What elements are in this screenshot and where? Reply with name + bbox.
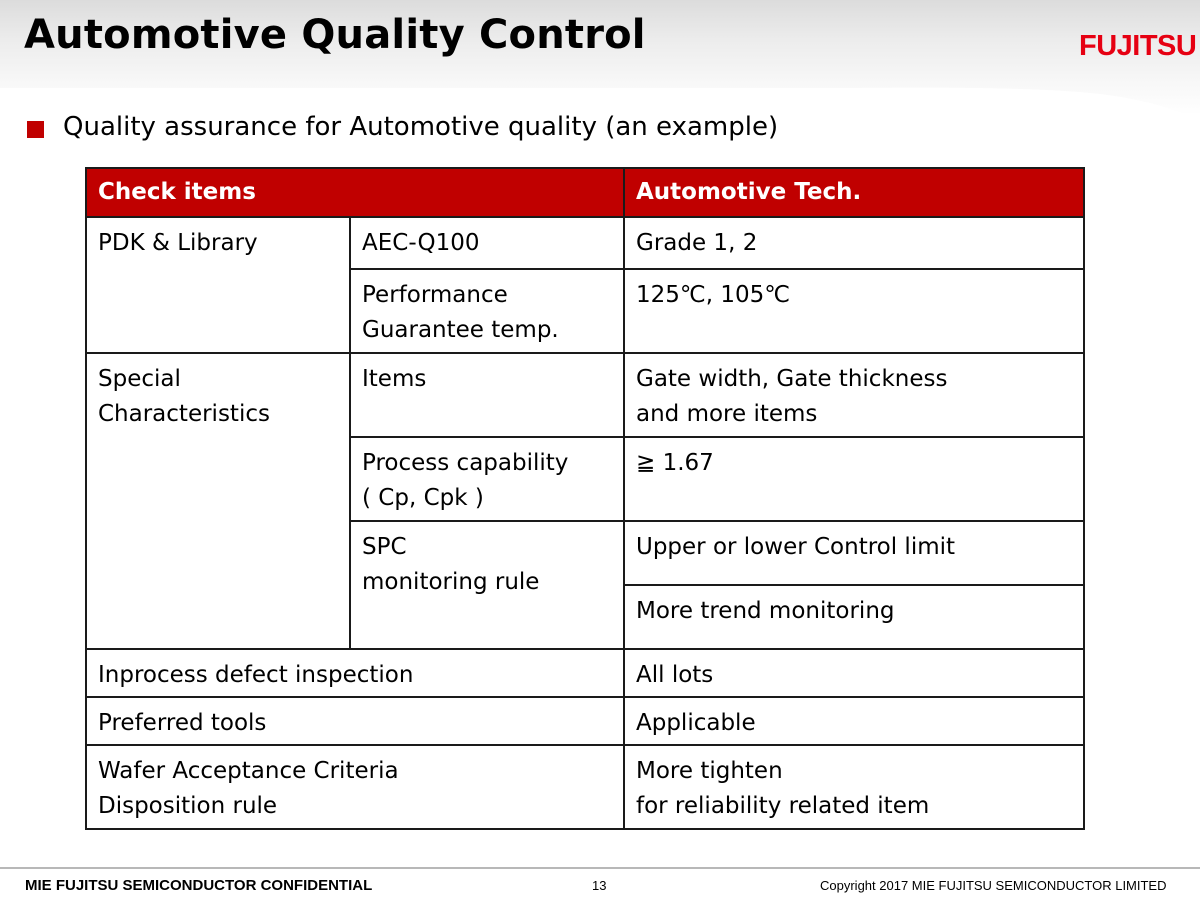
wafer-value-line2: for reliability related item bbox=[636, 793, 930, 819]
table-row: PDK & Library AEC-Q100 Grade 1, 2 bbox=[85, 216, 1085, 354]
header-automotive-tech: Automotive Tech. bbox=[623, 167, 1085, 218]
spc-item-line1: SPC bbox=[362, 534, 407, 560]
footer-copyright: Copyright 2017 MIE FUJITSU SEMICONDUCTOR… bbox=[820, 878, 1167, 893]
table-row: Special Characteristics Items Gate width… bbox=[85, 352, 1085, 650]
table-row: Preferred tools Applicable bbox=[85, 696, 1085, 746]
wafer-label-line2: Disposition rule bbox=[98, 793, 278, 819]
footer-confidential: MIE FUJITSU SEMICONDUCTOR CONFIDENTIAL bbox=[25, 877, 373, 894]
bullet-text: Quality assurance for Automotive quality… bbox=[63, 112, 779, 142]
performance-temp-value: 125℃, 105℃ bbox=[623, 268, 1085, 354]
items-value: Gate width, Gate thickness and more item… bbox=[623, 352, 1085, 438]
table-row: Inprocess defect inspection All lots bbox=[85, 648, 1085, 698]
wafer-value-line1: More tighten bbox=[636, 758, 783, 784]
aec-q100-value: Grade 1, 2 bbox=[623, 216, 1085, 270]
items-value-line2: and more items bbox=[636, 401, 818, 427]
table-row: SPC monitoring rule Upper or lower Contr… bbox=[86, 520, 1085, 650]
page-number: 13 bbox=[592, 878, 607, 893]
spc-value-control-limit: Upper or lower Control limit bbox=[623, 520, 1085, 586]
preferred-tools-value: Applicable bbox=[623, 696, 1085, 746]
slide-title: Automotive Quality Control bbox=[24, 12, 646, 58]
quality-table: Check items Automotive Tech. PDK & Libra… bbox=[85, 167, 1085, 830]
performance-temp-item-line1: Performance bbox=[362, 282, 508, 308]
special-characteristics-label: Special Characteristics bbox=[85, 352, 351, 650]
process-capability-value: ≧ 1.67 bbox=[623, 436, 1085, 522]
process-item-line1: Process capability bbox=[362, 450, 569, 476]
spc-item-line2: monitoring rule bbox=[362, 569, 540, 595]
table-row: Process capability ( Cp, Cpk ) ≧ 1.67 bbox=[86, 436, 1085, 522]
table-row: Wafer Acceptance Criteria Disposition ru… bbox=[85, 744, 1085, 830]
inprocess-label: Inprocess defect inspection bbox=[85, 648, 625, 698]
wafer-label-line1: Wafer Acceptance Criteria bbox=[98, 758, 399, 784]
wafer-acceptance-value: More tighten for reliability related ite… bbox=[623, 744, 1085, 830]
inprocess-value: All lots bbox=[623, 648, 1085, 698]
items-item: Items bbox=[349, 352, 625, 438]
table-row: Performance Guarantee temp. 125℃, 105℃ bbox=[86, 268, 1085, 354]
pdk-library-label: PDK & Library bbox=[85, 216, 351, 354]
process-capability-item: Process capability ( Cp, Cpk ) bbox=[349, 436, 625, 522]
performance-temp-item: Performance Guarantee temp. bbox=[349, 268, 625, 354]
process-item-line2: ( Cp, Cpk ) bbox=[362, 485, 484, 511]
spc-value-trend: More trend monitoring bbox=[623, 584, 1085, 650]
items-value-line1: Gate width, Gate thickness bbox=[636, 366, 948, 392]
table-row: More trend monitoring bbox=[86, 584, 1085, 650]
header-check-items: Check items bbox=[85, 167, 625, 218]
table-header-row: Check items Automotive Tech. bbox=[85, 167, 1085, 218]
aec-q100-item: AEC-Q100 bbox=[349, 216, 625, 270]
square-bullet-icon bbox=[27, 121, 44, 138]
fujitsu-logo: FUJITSU bbox=[1079, 30, 1197, 62]
wafer-acceptance-label: Wafer Acceptance Criteria Disposition ru… bbox=[85, 744, 625, 830]
preferred-tools-label: Preferred tools bbox=[85, 696, 625, 746]
spc-monitoring-item: SPC monitoring rule bbox=[349, 520, 625, 650]
special-label-line2: Characteristics bbox=[98, 401, 270, 427]
special-label-line1: Special bbox=[98, 366, 181, 392]
header-wave-decoration bbox=[0, 87, 1200, 150]
performance-temp-item-line2: Guarantee temp. bbox=[362, 317, 559, 343]
footer-divider bbox=[0, 867, 1200, 869]
